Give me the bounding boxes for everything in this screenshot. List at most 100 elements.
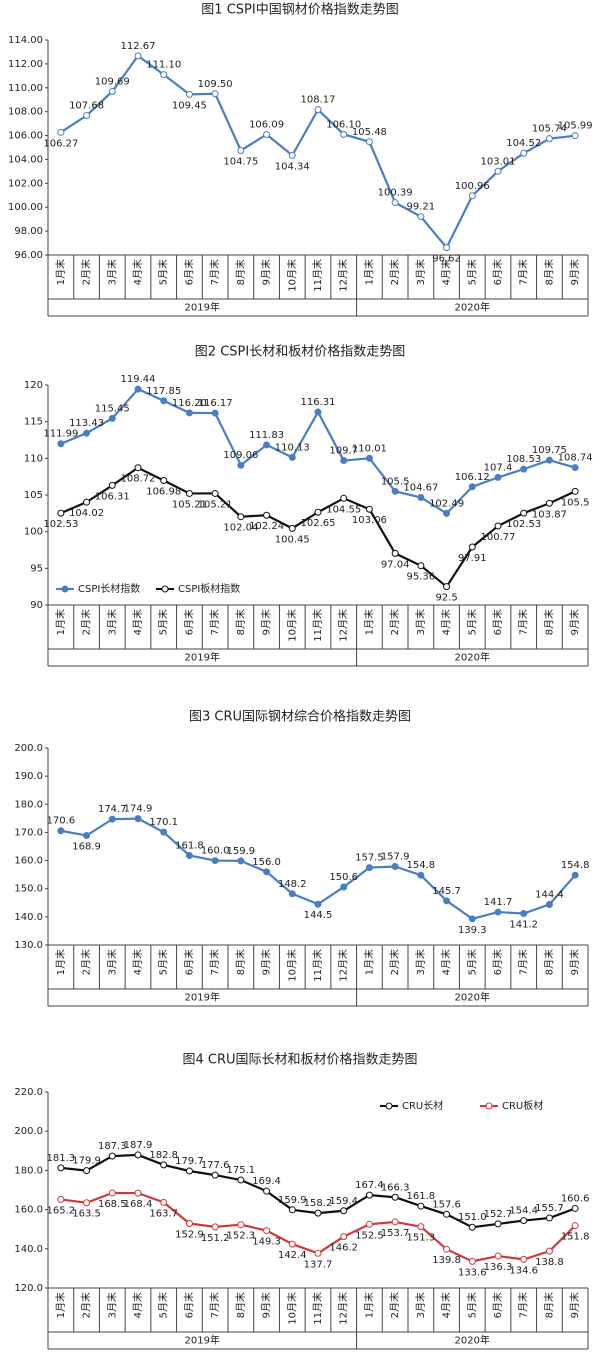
data-label: 106.09 [249,119,284,130]
y-tick-label: 108.00 [8,107,43,118]
data-label: 105.21 [172,499,207,510]
x-tick-label: 4月末 [131,259,144,285]
point [571,464,579,472]
point [314,1249,322,1257]
x-tick-label: 5月末 [157,949,170,975]
x-tick-label: 2月末 [388,609,401,635]
x-tick-label: 6月末 [491,949,504,975]
data-label: 106.31 [95,491,130,502]
x-tick-label: 2月末 [80,949,93,975]
data-label: 109.7 [329,446,358,457]
point [83,1199,91,1207]
data-label: 100.39 [378,188,413,199]
group-label: 2019年 [185,301,220,314]
legend-marker [485,1102,493,1110]
point [160,71,168,79]
point [494,1252,502,1260]
x-tick-label: 4月末 [131,609,144,635]
x-tick-label: 9月末 [260,949,273,975]
x-tick-label: 3月末 [414,609,427,635]
data-label: 151.3 [407,1233,436,1244]
point [545,1247,553,1255]
y-tick-label: 150.0 [14,884,43,895]
x-tick-label: 11月末 [311,949,324,982]
x-tick-label: 8月末 [542,259,555,285]
point [288,453,296,461]
point [211,1223,219,1231]
point [314,1209,322,1217]
point [571,871,579,879]
x-tick-label: 3月末 [414,1292,427,1318]
data-label: 97.91 [458,553,487,564]
data-label: 108.72 [121,474,156,485]
y-tick-label: 110 [24,453,43,464]
data-label: 159.4 [329,1196,358,1207]
data-label: 110.01 [352,443,387,454]
x-tick-label: 4月末 [440,949,453,975]
point [494,522,502,530]
point [340,1233,348,1241]
point [443,897,451,905]
point [391,487,399,495]
point [365,505,373,513]
point [443,1210,451,1218]
point [314,508,322,516]
point [340,883,348,891]
point [211,90,219,98]
x-tick-label: 6月末 [182,1292,195,1318]
data-label: 109.75 [532,445,567,456]
data-label: 103.06 [352,515,387,526]
data-label: 144.4 [535,889,564,900]
point [520,1255,528,1263]
data-label: 142.4 [278,1250,307,1261]
data-label: 170.6 [47,816,76,827]
legend-label: CSPI板材指数 [178,582,240,595]
data-label: 151.0 [458,1212,487,1223]
point [57,509,65,517]
point [160,828,168,836]
data-label: 102.04 [223,523,258,534]
point [57,827,65,835]
legend-label: CRU长材 [402,1099,443,1112]
point [237,857,245,865]
legend-marker [161,585,169,593]
point [340,457,348,465]
y-tick-label: 190.0 [14,771,43,782]
data-label: 166.3 [381,1182,410,1193]
point [211,489,219,497]
x-tick-label: 6月末 [182,259,195,285]
point [57,128,65,136]
point [134,1189,142,1197]
data-label: 104.67 [403,482,438,493]
data-label: 159.9 [227,846,256,857]
data-label: 161.8 [407,1191,436,1202]
data-label: 105.99 [558,121,593,132]
data-label: 152.9 [175,1230,204,1241]
point [443,244,451,252]
data-label: 96.62 [432,254,461,265]
x-tick-label: 12月末 [337,1292,350,1325]
x-tick-label: 11月末 [311,609,324,642]
x-tick-label: 7月末 [517,259,530,285]
data-label: 168.5 [98,1199,127,1210]
x-tick-label: 9月末 [260,609,273,635]
data-label: 174.7 [98,804,127,815]
data-label: 151.8 [561,1232,590,1243]
point [365,1191,373,1199]
point [391,199,399,207]
point [83,498,91,506]
chart-title: 图2 CSPI长材和板材价格指数走势图 [195,344,405,360]
point [494,167,502,175]
data-label: 177.6 [201,1160,230,1171]
point [134,1151,142,1159]
x-tick-label: 4月末 [131,949,144,975]
data-label: 145.7 [432,886,461,897]
y-tick-label: 120.0 [14,1283,43,1294]
point [365,864,373,872]
x-tick-label: 8月末 [234,259,247,285]
point [417,493,425,501]
group-label: 2019年 [185,1334,220,1347]
data-label: 159.9 [278,1195,307,1206]
data-label: 105.5 [381,476,410,487]
data-label: 111.99 [43,429,78,440]
